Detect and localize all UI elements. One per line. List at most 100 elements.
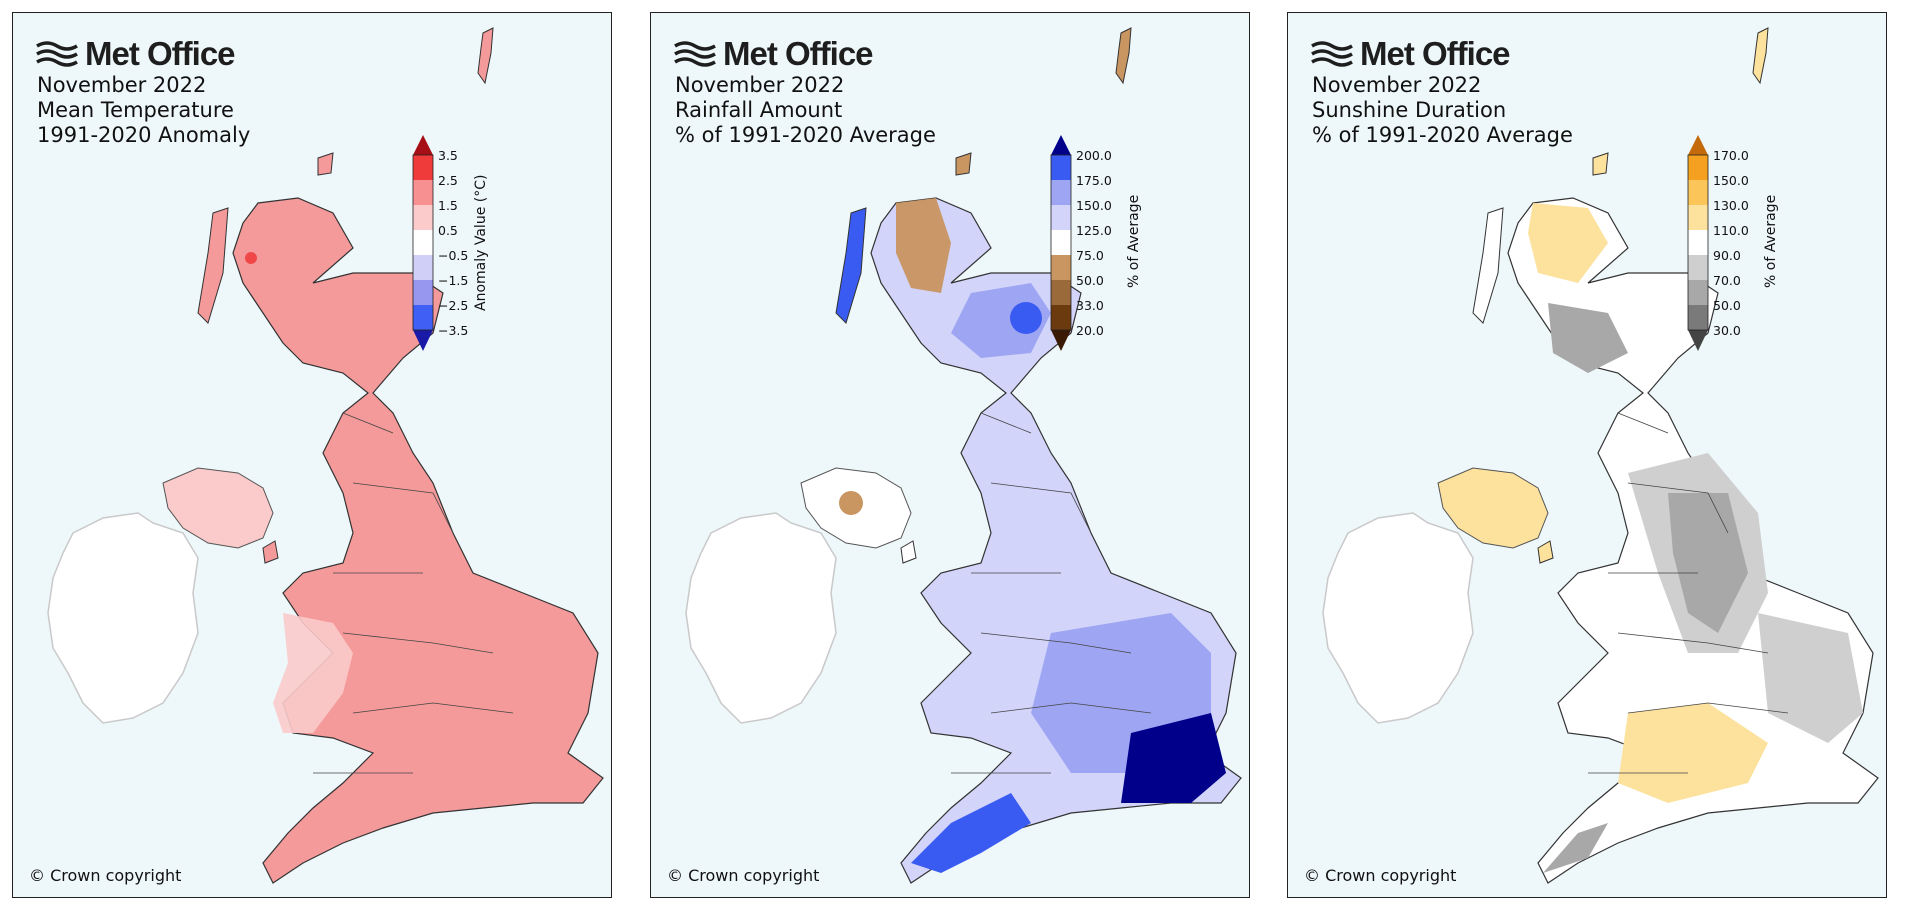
map-title: November 2022 Sunshine Duration % of 199… — [1312, 73, 1573, 148]
colorbar-band — [413, 205, 433, 230]
colorbar-band — [1688, 180, 1708, 205]
colorbar-tick: 170.0 — [1713, 148, 1749, 163]
title-line-baseline: % of 1991-2020 Average — [675, 123, 936, 147]
colorbar-swatches — [1050, 135, 1072, 351]
colorbar-band — [1051, 155, 1071, 180]
colorbar-top-cap — [1688, 135, 1708, 155]
colorbar-bottom-cap — [1688, 330, 1708, 351]
western-isles — [835, 207, 867, 324]
colorbar: 200.0 175.0 150.0 125.0 75.0 50.0 33.0 2… — [1041, 133, 1142, 377]
temperature-map-panel: Met Office November 2022 Mean Temperatur… — [12, 12, 612, 898]
copyright-notice: © Crown copyright — [29, 866, 182, 885]
title-line-baseline: 1991-2020 Anomaly — [37, 123, 251, 147]
colorbar-band — [1688, 230, 1708, 255]
colorbar-tick: 75.0 — [1076, 248, 1104, 263]
colorbar-band — [1688, 205, 1708, 230]
sunshine-map-panel: Met Office November 2022 Sunshine Durati… — [1287, 12, 1887, 898]
wales-lighter — [273, 613, 353, 733]
regional-boundaries — [313, 412, 514, 774]
colorbar: 170.0 150.0 130.0 110.0 90.0 70.0 50.0 3… — [1678, 133, 1779, 377]
colorbar-tick: 90.0 — [1713, 248, 1741, 263]
colorbar-tick: −2.5 — [438, 298, 469, 313]
shetland — [477, 27, 494, 85]
colorbar-band — [1688, 280, 1708, 305]
colorbar-tick: 1.5 — [438, 198, 458, 213]
colorbar-tick: 70.0 — [1713, 273, 1741, 288]
brand-name: Met Office — [723, 35, 874, 72]
colorbar-tick: −0.5 — [438, 248, 469, 263]
uk-rainfall-map — [685, 27, 1242, 884]
title-line-date: November 2022 — [37, 73, 207, 97]
orkney — [955, 152, 972, 176]
brand-name: Met Office — [85, 35, 236, 72]
colorbar-tick: 175.0 — [1076, 173, 1112, 188]
met-office-waves-icon — [36, 41, 78, 67]
colorbar-label: % of Average — [1763, 194, 1779, 288]
colorbar-band — [413, 155, 433, 180]
brand-name: Met Office — [1360, 35, 1511, 72]
northern-ireland — [162, 467, 274, 549]
regional-boundaries — [1588, 412, 1789, 774]
colorbar-tick: 2.5 — [438, 173, 458, 188]
colorbar-label: Anomaly Value (°C) — [473, 174, 489, 311]
colorbar-top-cap — [1051, 135, 1071, 155]
map-title: November 2022 Mean Temperature 1991-2020… — [37, 73, 250, 148]
colorbar-tick: 110.0 — [1713, 223, 1749, 238]
colorbar-tick: 150.0 — [1713, 173, 1749, 188]
hot-spot — [245, 252, 257, 264]
darkgrey-east — [1668, 493, 1748, 633]
colorbar-band — [1051, 230, 1071, 255]
wet-southwest — [911, 793, 1031, 873]
colorbar-band — [413, 305, 433, 330]
title-line-variable: Rainfall Amount — [675, 98, 843, 122]
colorbar-tick: 130.0 — [1713, 198, 1749, 213]
colorbar-tick: 125.0 — [1076, 223, 1112, 238]
ireland-outline — [685, 512, 837, 724]
colorbar-band — [1688, 255, 1708, 280]
colorbar-label: % of Average — [1126, 194, 1142, 288]
isle-of-man — [1537, 540, 1554, 564]
map-title: November 2022 Rainfall Amount % of 1991-… — [675, 73, 936, 148]
colorbar-tick: 3.5 — [438, 148, 458, 163]
met-office-logo: Met Office — [1310, 35, 1511, 73]
northern-ireland — [1437, 467, 1549, 549]
colorbar-tick: 33.0 — [1076, 298, 1104, 313]
colorbar-bottom-cap — [1051, 330, 1071, 351]
colorbar-band — [1051, 280, 1071, 305]
grey-southwest — [1543, 823, 1608, 873]
colorbar-tick: 20.0 — [1076, 323, 1104, 338]
grey-north — [1548, 303, 1628, 373]
wettest-southeast — [1121, 713, 1226, 803]
regional-boundaries — [951, 412, 1152, 774]
colorbar-band — [1688, 155, 1708, 180]
north-sunny — [1528, 203, 1608, 283]
colorbar-bottom-cap — [413, 330, 433, 351]
shetland — [1115, 27, 1132, 85]
dry-patch — [839, 491, 863, 515]
grey-southeast — [1758, 613, 1863, 743]
colorbar-band — [413, 180, 433, 205]
colorbar-tick: 200.0 — [1076, 148, 1112, 163]
colorbar: 3.5 2.5 1.5 0.5 −0.5 −1.5 −2.5 −3.5 Anom… — [403, 133, 489, 377]
orkney — [317, 152, 334, 176]
ireland-outline — [1322, 512, 1474, 724]
colorbar-band — [1051, 205, 1071, 230]
copyright-notice: © Crown copyright — [667, 866, 820, 885]
colorbar-band — [413, 255, 433, 280]
met-office-waves-icon — [674, 41, 716, 67]
colorbar-band — [1051, 180, 1071, 205]
orkney — [1592, 152, 1609, 176]
colorbar-band — [1688, 305, 1708, 330]
colorbar-tick: 50.0 — [1076, 273, 1104, 288]
title-line-date: November 2022 — [675, 73, 845, 97]
wettest-northeast — [1010, 302, 1042, 334]
isle-of-man — [262, 540, 279, 564]
uk-temperature-map — [47, 27, 604, 884]
title-line-variable: Mean Temperature — [37, 98, 234, 122]
colorbar-band — [413, 280, 433, 305]
colorbar-tick: 30.0 — [1713, 323, 1741, 338]
colorbar-tick: 150.0 — [1076, 198, 1112, 213]
title-line-date: November 2022 — [1312, 73, 1482, 97]
copyright-notice: © Crown copyright — [1304, 866, 1457, 885]
colorbar-band — [413, 230, 433, 255]
